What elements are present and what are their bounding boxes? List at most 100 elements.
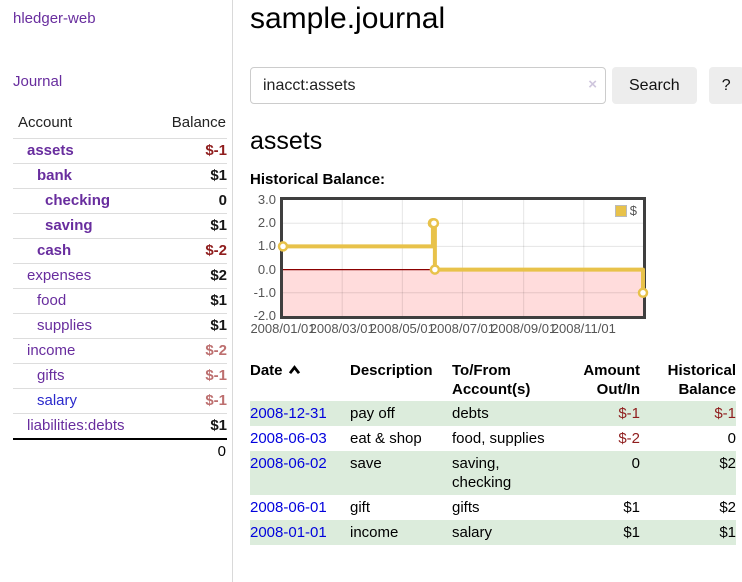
transaction-accounts: saving, checking bbox=[452, 455, 512, 491]
account-balance: $1 bbox=[151, 288, 227, 314]
account-row: expenses $2 bbox=[13, 263, 227, 289]
transaction-date-cell: 2008-06-03 bbox=[250, 426, 350, 451]
account-row: supplies $1 bbox=[13, 313, 227, 339]
sidebar-account-bank[interactable]: bank bbox=[37, 167, 73, 184]
y-axis-label: -1.0 bbox=[253, 284, 276, 300]
sidebar-account-income[interactable]: income bbox=[27, 342, 76, 359]
transaction-balance: $2 bbox=[719, 499, 736, 516]
register-header-amount: Amount Out/In bbox=[583, 362, 640, 398]
search-input[interactable] bbox=[250, 67, 606, 104]
accounts-header-row: Account Balance bbox=[13, 110, 227, 139]
account-balance: $1 bbox=[151, 413, 227, 439]
transaction-balance: $2 bbox=[719, 455, 736, 472]
transaction-date-cell: 2008-06-01 bbox=[250, 495, 350, 520]
transaction-date-link[interactable]: 2008-06-02 bbox=[250, 455, 327, 472]
transaction-accounts: salary bbox=[452, 524, 493, 541]
transaction-accounts: debts bbox=[452, 405, 489, 422]
help-button[interactable]: ? bbox=[708, 67, 742, 104]
transaction-date-link[interactable]: 2008-01-01 bbox=[250, 524, 327, 541]
transaction-amount: $1 bbox=[623, 524, 640, 541]
register-header-date-label: Date bbox=[250, 362, 283, 379]
sidebar-account-expenses[interactable]: expenses bbox=[27, 267, 92, 284]
data-point-marker bbox=[277, 241, 289, 252]
sidebar-account-food[interactable]: food bbox=[37, 292, 67, 309]
sidebar-account-assets[interactable]: assets bbox=[27, 142, 74, 159]
data-point-marker bbox=[429, 264, 441, 275]
data-point-marker bbox=[637, 287, 649, 299]
sidebar-account-liabilities-debts[interactable]: liabilities:debts bbox=[27, 417, 125, 434]
accounts-header-account: Account bbox=[18, 114, 73, 131]
account-heading: assets bbox=[250, 127, 323, 155]
chart-legend: $ bbox=[612, 202, 639, 219]
account-row: liabilities:debts $1 bbox=[13, 413, 227, 439]
y-axis-label: 0.0 bbox=[257, 261, 276, 277]
transaction-date-link[interactable]: 2008-06-01 bbox=[250, 499, 327, 516]
sidebar-account-supplies[interactable]: supplies bbox=[37, 317, 93, 334]
x-axis-label: 2008/03/01 bbox=[309, 321, 375, 336]
legend-swatch-icon bbox=[614, 204, 627, 217]
transaction-accounts: food, supplies bbox=[452, 430, 545, 447]
search-button[interactable]: Search bbox=[612, 67, 697, 104]
register-header-balance: Historical Balance bbox=[667, 362, 736, 398]
transaction-date-link[interactable]: 2008-12-31 bbox=[250, 405, 327, 422]
app-title-link[interactable]: hledger-web bbox=[13, 10, 96, 27]
transaction-amount: $-1 bbox=[618, 405, 640, 422]
transaction-description: pay off bbox=[350, 405, 395, 422]
transaction-row: 2008-06-03 eat & shop food, supplies $-2 0 bbox=[250, 426, 736, 451]
account-row: gifts $-1 bbox=[13, 363, 227, 389]
sort-ascending-icon bbox=[288, 365, 300, 375]
account-balance: $-1 bbox=[151, 138, 227, 164]
register-header-accounts: To/From Account(s) bbox=[452, 362, 531, 398]
accounts-grand-total: 0 bbox=[151, 438, 227, 464]
account-row: salary $-1 bbox=[13, 388, 227, 414]
account-balance: 0 bbox=[151, 188, 227, 214]
x-axis-label: 2008/05/01 bbox=[369, 321, 435, 336]
transaction-date-cell: 2008-01-01 bbox=[250, 520, 350, 545]
account-row: bank $1 bbox=[13, 163, 227, 189]
transaction-balance: $1 bbox=[719, 524, 736, 541]
transaction-accounts: gifts bbox=[452, 499, 480, 516]
account-balance: $1 bbox=[151, 313, 227, 339]
transaction-date-link[interactable]: 2008-06-03 bbox=[250, 430, 327, 447]
sidebar-account-checking[interactable]: checking bbox=[45, 192, 111, 209]
transaction-description: save bbox=[350, 455, 382, 472]
sidebar-account-cash[interactable]: cash bbox=[37, 242, 72, 259]
sidebar-account-gifts[interactable]: gifts bbox=[37, 367, 65, 384]
x-axis-label: 2008/01/01 bbox=[250, 321, 316, 336]
nav-journal-link[interactable]: Journal bbox=[13, 73, 63, 90]
account-balance: $-1 bbox=[151, 363, 227, 389]
transaction-balance: $-1 bbox=[714, 405, 736, 422]
chart-plot-area: $ bbox=[277, 197, 649, 319]
accounts-header-balance: Balance bbox=[171, 114, 226, 131]
sidebar-account-salary[interactable]: salary bbox=[37, 392, 78, 409]
account-row: food $1 bbox=[13, 288, 227, 314]
y-axis-label: 1.0 bbox=[257, 238, 276, 254]
transaction-description: gift bbox=[350, 499, 371, 516]
negative-region bbox=[283, 269, 643, 316]
account-balance: $1 bbox=[151, 163, 227, 189]
register-header-date[interactable]: Date bbox=[250, 359, 350, 401]
transaction-row: 2008-12-31 pay off debts $-1 $-1 bbox=[250, 401, 736, 426]
historical-balance-chart: 3.0 2.0 1.0 0.0 -1.0 -2.0 2008/01/01 2008/03/01… bbox=[250, 192, 742, 343]
transaction-row: 2008-01-01 income salary $1 $1 bbox=[250, 520, 736, 545]
chart-title: Historical Balance: bbox=[250, 171, 386, 188]
y-axis-label: -2.0 bbox=[253, 308, 276, 323]
x-axis-label: 2008/09/01 bbox=[491, 321, 557, 336]
sidebar-account-saving[interactable]: saving bbox=[45, 217, 93, 234]
account-balance: $2 bbox=[151, 263, 227, 289]
register-header-row: Date Description To/From Account(s) Amou… bbox=[250, 359, 736, 401]
chart-canvas bbox=[277, 200, 649, 316]
clear-search-icon[interactable]: × bbox=[588, 76, 597, 93]
account-row: assets $-1 bbox=[13, 138, 227, 164]
transaction-amount: $-2 bbox=[618, 430, 640, 447]
account-row: saving $1 bbox=[13, 213, 227, 239]
data-point-marker bbox=[428, 217, 440, 229]
main-content: sample.journal × Search ? assets Histori… bbox=[233, 0, 742, 582]
transaction-description: eat & shop bbox=[350, 430, 422, 447]
legend-series-label: $ bbox=[629, 203, 637, 218]
account-balance: $-1 bbox=[151, 388, 227, 414]
transaction-description: income bbox=[350, 524, 399, 541]
search-bar: × Search ? bbox=[250, 67, 742, 104]
account-balance: $1 bbox=[151, 213, 227, 239]
